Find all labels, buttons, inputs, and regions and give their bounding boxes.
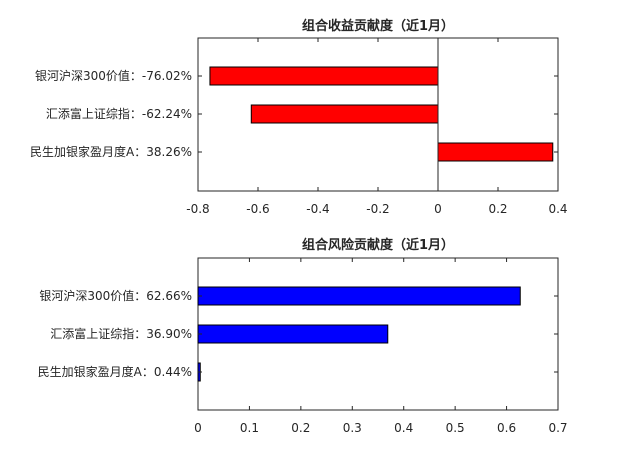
x-tick-label: 0 <box>434 202 442 216</box>
chart-title: 组合风险贡献度（近1月） <box>302 237 454 253</box>
category-label: 民生加银家盈月度A：38.26% <box>30 144 192 159</box>
category-label: 汇添富上证综指：-62.24% <box>46 106 192 121</box>
category-label: 银河沪深300价值：62.66% <box>39 288 192 303</box>
bar-1 <box>197 324 389 344</box>
risk-contribution-chart: 组合风险贡献度（近1月） 银河沪深300价值：62.66% 汇添富上证综指：36.… <box>38 237 568 435</box>
chart-title: 组合收益贡献度（近1月） <box>302 18 454 34</box>
x-tick-label: 0.7 <box>548 421 567 435</box>
x-tick-label: 0.5 <box>446 421 465 435</box>
x-tick-label: 0.2 <box>291 421 310 435</box>
x-tick-label: 0.2 <box>488 202 507 216</box>
return-contribution-chart: 组合收益贡献度（近1月） 银河沪深300价值：-76.02% 汇添富上证综指：-6… <box>30 18 568 216</box>
x-tick-label: 0.1 <box>240 421 259 435</box>
bar-2 <box>437 142 554 162</box>
bar-0 <box>197 286 521 306</box>
x-tick-label: 0.3 <box>343 421 362 435</box>
bar-1 <box>250 104 439 124</box>
x-tick-label: 0.4 <box>548 202 567 216</box>
category-label: 民生加银家盈月度A：0.44% <box>38 364 192 379</box>
x-tick-label: -0.2 <box>366 202 389 216</box>
x-tick-label: 0 <box>194 421 202 435</box>
x-tick-label: -0.4 <box>306 202 329 216</box>
x-tick-label: 0.6 <box>497 421 516 435</box>
x-tick-label: -0.6 <box>246 202 269 216</box>
category-label: 银河沪深300价值：-76.02% <box>35 68 192 83</box>
bar-0 <box>209 66 439 86</box>
category-label: 汇添富上证综指：36.90% <box>50 326 192 341</box>
x-tick-label: -0.8 <box>186 202 209 216</box>
x-tick-label: 0.4 <box>394 421 413 435</box>
